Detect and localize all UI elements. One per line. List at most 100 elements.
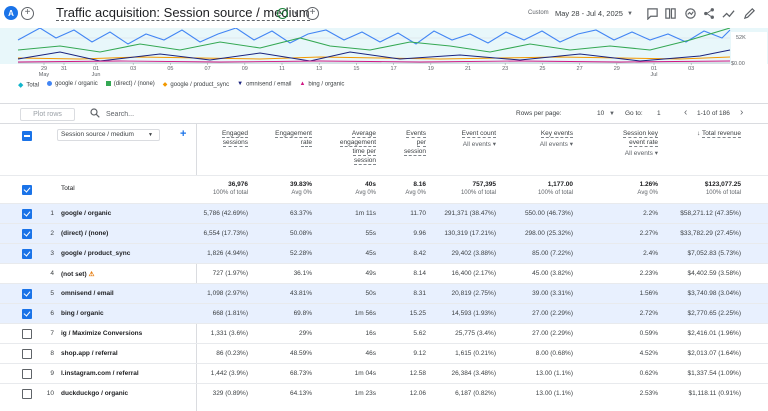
total-event-count: 757,395 100% of total: [461, 181, 496, 196]
row-dimension[interactable]: ig / Maximize Conversions: [61, 330, 142, 337]
row-dimension[interactable]: shop.app / referral: [61, 350, 118, 357]
rows-per-page-select[interactable]: 10: [597, 110, 605, 117]
event-filter-label: All events: [462, 141, 491, 148]
table-row[interactable]: 8 shop.app / referral 86 (0.23%) 48.59% 46s 9…: [0, 343, 768, 363]
plot-rows-button[interactable]: Plot rows: [20, 108, 75, 121]
compare-icon[interactable]: [664, 7, 677, 20]
totals-row: Total 36,976 100% of total 39.83% Avg 0% 4…: [0, 175, 768, 203]
row-checkbox[interactable]: [22, 349, 32, 359]
add-dimension-icon[interactable]: +: [180, 128, 187, 140]
prev-page-icon[interactable]: ‹: [684, 107, 688, 118]
col-key-events[interactable]: Key events All events ▾: [540, 129, 573, 149]
x-tick-label: 09: [242, 66, 248, 72]
col-label: Average: [351, 130, 376, 138]
cell-key-events: 13.00 (1.1%): [535, 390, 573, 397]
warning-icon[interactable]: ⚠: [88, 271, 95, 278]
row-index: 3: [50, 250, 54, 257]
row-checkbox[interactable]: [22, 209, 32, 219]
total-engagement-rate: 39.83% Avg 0%: [290, 181, 312, 196]
goto-input[interactable]: 1: [657, 110, 661, 117]
table-row[interactable]: 6 bing / organic 668 (1.81%) 69.8% 1m 56s 15.…: [0, 303, 768, 323]
table-row[interactable]: 9 l.instagram.com / referral 1,442 (3.9%) 6…: [0, 363, 768, 383]
page-title[interactable]: Traffic acquisition: Session source / me…: [56, 5, 310, 21]
total-sub: Avg 0%: [637, 190, 658, 196]
row-dimension[interactable]: (direct) / (none): [61, 230, 108, 237]
dimension-select[interactable]: Session source / medium ▼: [57, 129, 160, 141]
row-dimension[interactable]: google / product_sync: [61, 250, 130, 257]
row-checkbox[interactable]: [22, 329, 32, 339]
y-axis-label: $0.00: [731, 61, 745, 67]
insights-icon[interactable]: [684, 7, 697, 20]
legend-item-google-organic[interactable]: google / organic: [47, 81, 98, 89]
row-dimension[interactable]: google / organic: [61, 210, 111, 217]
row-checkbox[interactable]: [22, 369, 32, 379]
col-label: per: [416, 139, 426, 147]
table-row[interactable]: 4 (not set) ⚠ 727 (1.97%) 36.1% 49s 8.14 16,400…: [0, 263, 768, 283]
x-tick-label: 23: [502, 66, 508, 72]
col-label: rate: [300, 139, 312, 147]
table-row[interactable]: 10 duckduckgo / organic 329 (0.89%) 64.13% 1…: [0, 383, 768, 403]
chevron-down-icon[interactable]: ▼: [293, 11, 299, 17]
row-checkbox[interactable]: [22, 389, 32, 399]
event-filter-select[interactable]: All events ▾: [462, 141, 496, 148]
legend-label: Total: [26, 82, 40, 89]
select-all-checkbox[interactable]: [22, 131, 32, 141]
cell-avg-time: 1m 11s: [355, 210, 376, 217]
col-total-revenue[interactable]: ↓ Total revenue: [697, 129, 741, 138]
col-event-count[interactable]: Event count All events ▾: [461, 129, 496, 149]
col-engagement-rate[interactable]: Engagement rate: [275, 129, 312, 147]
legend-item-direct[interactable]: (direct) / (none): [105, 81, 155, 89]
cell-engaged-sessions: 1,826 (4.94%): [207, 250, 248, 257]
table-row[interactable]: 1 google / organic 5,786 (42.69%) 63.37% 1m …: [0, 203, 768, 223]
table-row[interactable]: 3 google / product_sync 1,826 (4.94%) 52.28…: [0, 243, 768, 263]
add-comparison-icon[interactable]: +: [21, 7, 34, 20]
comment-icon[interactable]: [646, 7, 659, 20]
col-avg-engagement-time[interactable]: Average engagement time per session: [339, 129, 376, 165]
legend-label: (direct) / (none): [113, 81, 155, 88]
row-dimension[interactable]: duckduckgo / organic: [61, 390, 128, 397]
legend-item-product-sync[interactable]: ◆ google / product_sync: [162, 82, 230, 89]
cell-revenue: $1,118.11 (0.91%): [688, 390, 741, 397]
x-tick-label: 21: [465, 66, 471, 72]
row-dimension[interactable]: bing / organic: [61, 310, 104, 317]
col-engaged-sessions[interactable]: Engaged sessions: [221, 129, 248, 147]
rows-chevron-icon[interactable]: ▼: [609, 111, 615, 117]
row-checkbox[interactable]: [22, 249, 32, 259]
legend-item-omnisend[interactable]: ▼ omnisend / email: [237, 81, 292, 88]
add-report-icon[interactable]: +: [306, 7, 319, 20]
row-checkbox[interactable]: [22, 229, 32, 239]
totals-checkbox[interactable]: [22, 185, 32, 195]
date-chevron-icon[interactable]: ▼: [627, 11, 633, 17]
edit-icon[interactable]: [743, 7, 756, 20]
table-row[interactable]: 7 ig / Maximize Conversions 1,331 (3.6%) 29…: [0, 323, 768, 343]
rate-filter-select[interactable]: All events ▾: [624, 150, 658, 157]
date-range-picker[interactable]: May 28 - Jul 4, 2025: [555, 9, 623, 18]
share-icon[interactable]: [703, 7, 716, 20]
legend-item-total[interactable]: ◆ Total: [18, 82, 40, 89]
row-dimension[interactable]: (not set) ⚠: [61, 270, 94, 278]
row-dimension[interactable]: l.instagram.com / referral: [61, 370, 139, 377]
row-checkbox[interactable]: [22, 289, 32, 299]
row-dimension[interactable]: omnisend / email: [61, 290, 114, 297]
col-events-per-session[interactable]: Events per session: [403, 129, 426, 156]
cell-key-events: 85.00 (7.22%): [532, 250, 573, 257]
table-row[interactable]: 2 (direct) / (none) 6,554 (17.73%) 50.08% 55…: [0, 223, 768, 243]
row-checkbox[interactable]: [22, 309, 32, 319]
cell-key-rate: 4.52%: [639, 350, 658, 357]
cell-event-count: 291,371 (38.47%): [444, 210, 496, 217]
key-event-filter-select[interactable]: All events ▾: [539, 141, 573, 148]
table-header: Session source / medium ▼ + Engaged sessi…: [0, 123, 768, 175]
row-dimension-label: (direct) / (none): [61, 230, 109, 237]
next-page-icon[interactable]: ›: [740, 107, 744, 118]
cell-event-count: 20,819 (2.75%): [451, 290, 496, 297]
row-dimension-label: bing / organic: [61, 310, 104, 317]
legend-item-bing[interactable]: ▲ bing / organic: [299, 81, 345, 88]
col-session-key-event-rate[interactable]: Session key event rate All events ▾: [622, 129, 658, 158]
cell-key-events: 45.00 (3.82%): [532, 270, 573, 277]
table-row[interactable]: 5 omnisend / email 1,098 (2.97%) 43.81% 50s 8…: [0, 283, 768, 303]
trend-icon[interactable]: [722, 7, 735, 20]
col-label: Session key: [622, 130, 658, 138]
search-input[interactable]: [106, 108, 266, 120]
segment-avatar[interactable]: A: [4, 6, 18, 20]
x-tick-month: Jun: [92, 72, 101, 78]
